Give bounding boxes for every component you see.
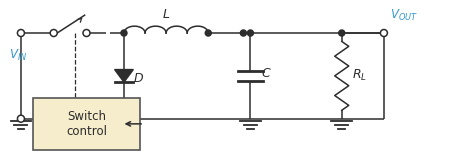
Circle shape bbox=[17, 29, 25, 37]
Circle shape bbox=[205, 30, 211, 36]
Text: $R_L$: $R_L$ bbox=[352, 68, 367, 83]
Circle shape bbox=[121, 30, 127, 36]
Text: $L$: $L$ bbox=[162, 8, 170, 21]
Circle shape bbox=[380, 29, 387, 37]
Circle shape bbox=[50, 29, 57, 37]
Text: $V_{\mathregular{IN}}$: $V_{\mathregular{IN}}$ bbox=[10, 48, 28, 63]
Text: $C$: $C$ bbox=[261, 67, 271, 80]
FancyBboxPatch shape bbox=[33, 98, 140, 150]
Circle shape bbox=[17, 115, 25, 122]
Text: Switch
control: Switch control bbox=[66, 110, 107, 138]
Text: $D$: $D$ bbox=[133, 72, 144, 85]
Polygon shape bbox=[114, 70, 133, 82]
Circle shape bbox=[339, 30, 345, 36]
Text: $V_{\mathregular{OUT}}$: $V_{\mathregular{OUT}}$ bbox=[390, 8, 418, 23]
Circle shape bbox=[83, 29, 90, 37]
Circle shape bbox=[247, 30, 253, 36]
Circle shape bbox=[240, 30, 247, 36]
